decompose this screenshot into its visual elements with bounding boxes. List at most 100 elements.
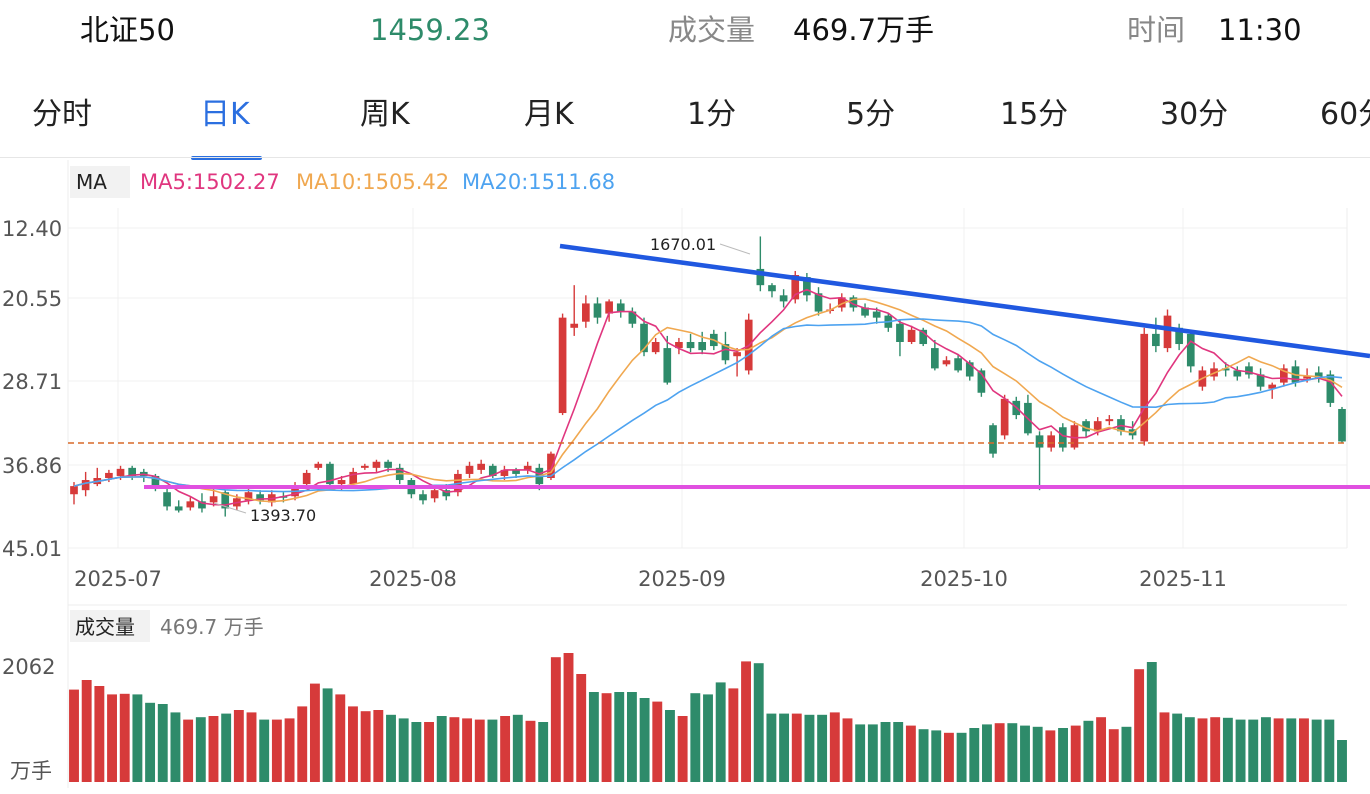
- volume-tag: 成交量: [75, 615, 135, 639]
- y-tick-label: 20.55: [2, 287, 62, 311]
- volume-bar: [867, 724, 878, 782]
- candle: [558, 313, 567, 416]
- volume-bar: [1222, 717, 1233, 782]
- volume-bar: [969, 728, 980, 782]
- candle: [163, 488, 171, 511]
- candle-body: [128, 467, 137, 476]
- candle-body: [1058, 427, 1067, 448]
- volume-bar: [500, 716, 511, 782]
- volume-bar: [905, 725, 916, 782]
- volume-bar: [221, 713, 232, 782]
- candle-body: [849, 297, 858, 308]
- candle-body: [733, 352, 741, 357]
- candle: [256, 490, 264, 505]
- volume-unit-label: 万手: [10, 759, 52, 783]
- candle: [779, 289, 788, 308]
- tab-monthly-k[interactable]: 月K: [524, 97, 574, 132]
- tab-1min[interactable]: 1分: [687, 97, 737, 132]
- volume-bar: [1184, 717, 1195, 782]
- candle-body: [1326, 374, 1335, 403]
- volume-bar: [348, 706, 358, 782]
- volume-bar: [1273, 718, 1284, 782]
- volume-bar: [1146, 662, 1157, 782]
- candle-body: [803, 277, 811, 296]
- tab-30min[interactable]: 30分: [1160, 97, 1229, 132]
- candle-body: [512, 469, 520, 474]
- volume-bar: [119, 693, 130, 782]
- candle: [686, 333, 695, 353]
- candle: [756, 236, 765, 292]
- tabs-divider: [0, 157, 1370, 158]
- grid-lines: [68, 208, 1347, 549]
- volume-bar: [550, 657, 561, 782]
- candle-body: [442, 490, 451, 497]
- candle: [81, 471, 90, 497]
- high-annotation-leader: [719, 243, 751, 255]
- volume-bar: [690, 693, 701, 782]
- candle: [1058, 423, 1067, 452]
- index-price: 1459.23: [370, 13, 490, 47]
- trend-line[interactable]: [559, 243, 1370, 359]
- volume-bar: [703, 694, 713, 782]
- candle-body: [861, 307, 869, 316]
- tab-5min[interactable]: 5分: [846, 97, 896, 132]
- volume-bar: [1007, 723, 1018, 782]
- volume-bar: [982, 724, 992, 782]
- tab-intraday[interactable]: 分时: [32, 97, 92, 132]
- candle: [1233, 366, 1242, 381]
- volume-bar: [626, 692, 637, 782]
- volume-bar: [829, 712, 840, 782]
- candle: [1105, 415, 1114, 426]
- ma5-legend: MA5:1502.27: [140, 170, 280, 194]
- x-tick-label: 2025-09: [638, 567, 726, 591]
- candle-body: [977, 370, 986, 393]
- candle-body: [756, 268, 765, 286]
- volume-bar: [563, 653, 574, 782]
- candle: [1000, 394, 1009, 440]
- candle-body: [430, 490, 439, 499]
- tab-60min[interactable]: 60分: [1320, 97, 1370, 132]
- candle: [128, 465, 137, 481]
- candle: [1279, 364, 1288, 387]
- volume-bar: [753, 663, 764, 782]
- candle-body: [768, 285, 776, 292]
- candle-body: [919, 329, 928, 345]
- candle: [616, 299, 625, 318]
- volume-bar: [373, 710, 384, 782]
- volume-bar: [322, 688, 333, 782]
- candle: [907, 325, 916, 345]
- candle-body: [965, 362, 974, 377]
- volume-bar: [741, 661, 751, 782]
- candle-body: [651, 342, 660, 353]
- volume-label: 成交量: [668, 13, 756, 47]
- high-annotation: 1670.01: [650, 235, 716, 254]
- index-name: 北证50: [80, 13, 175, 47]
- candle-body: [640, 323, 648, 353]
- tab-15min[interactable]: 15分: [1000, 97, 1069, 132]
- quote-header: 北证50 1459.23 成交量 469.7万手 时间 11:30: [0, 0, 1370, 62]
- candle: [954, 354, 962, 373]
- candle-body: [628, 311, 637, 324]
- candle-body: [198, 501, 206, 509]
- candle-body: [989, 425, 997, 454]
- volume-bar: [943, 732, 954, 782]
- candle: [989, 423, 997, 458]
- volume-bar: [1260, 717, 1271, 782]
- candle-body: [1268, 384, 1277, 389]
- volume-bar: [525, 720, 536, 782]
- candle-body: [721, 344, 730, 361]
- tab-daily-k[interactable]: 日K: [200, 97, 250, 132]
- tab-weekly-k[interactable]: 周K: [360, 97, 410, 132]
- candle: [942, 356, 951, 367]
- volume-bar: [94, 686, 105, 782]
- kline-chart[interactable]: MA MA5:1502.27 MA10:1505.42 MA20:1511.68…: [0, 160, 1370, 792]
- volume-bar: [1020, 725, 1030, 782]
- volume-bar: [652, 701, 663, 782]
- volume-bar: [297, 706, 308, 782]
- moving-averages: [73, 288, 1343, 506]
- candle-body: [779, 295, 788, 302]
- candle-body: [372, 461, 381, 468]
- volume-bar: [1210, 717, 1221, 782]
- volume-total: 469.7 万手: [160, 615, 264, 639]
- volume-bar: [424, 722, 434, 782]
